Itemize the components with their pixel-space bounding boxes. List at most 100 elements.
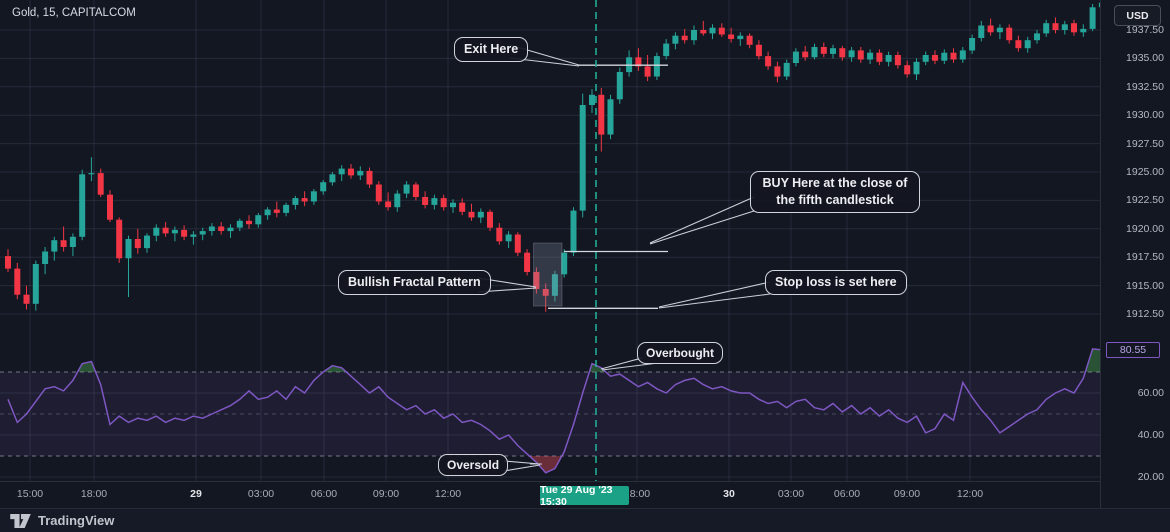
candle — [1071, 19, 1077, 36]
candle — [774, 61, 781, 83]
candle — [524, 249, 531, 276]
time-axis-label: 18:00 — [623, 488, 651, 500]
fractal-highlight-box[interactable] — [533, 242, 563, 307]
price-axis-label: 1920.00 — [1126, 223, 1164, 235]
candlesticks — [5, 2, 1100, 312]
candle — [598, 87, 605, 152]
price-axis-label: 1927.50 — [1126, 138, 1164, 150]
candle — [867, 49, 874, 65]
candle — [107, 190, 113, 222]
candle — [1015, 35, 1022, 52]
candle — [42, 247, 49, 275]
candle — [848, 47, 855, 62]
price-axis-label: 1935.00 — [1126, 52, 1164, 64]
candle — [533, 267, 540, 294]
candle — [959, 47, 966, 63]
grid-lines — [0, 0, 1100, 481]
candle — [468, 203, 475, 221]
price-axis[interactable]: USD 1937.50 1935.00 1932.50 1930.00 1927.50 1… — [1100, 0, 1170, 508]
time-axis-label: 06:00 — [310, 488, 338, 500]
overbought-pointer — [600, 357, 659, 371]
candle — [1052, 17, 1059, 34]
candle — [88, 157, 95, 182]
time-axis[interactable]: 15:00 18:00 29 03:00 06:00 09:00 12:00 18:00 30 0… — [0, 481, 1170, 509]
time-axis-label: 12:00 — [434, 488, 462, 500]
candle — [802, 45, 809, 61]
candle — [635, 48, 642, 71]
candle — [459, 198, 466, 216]
candle — [310, 189, 317, 205]
candle — [32, 260, 39, 311]
oversold-callout[interactable]: Oversold — [438, 454, 509, 477]
candle — [904, 60, 911, 78]
candle — [746, 33, 753, 49]
time-axis-label: 03:00 — [777, 488, 805, 500]
tradingview-brand-text[interactable]: TradingView — [38, 513, 115, 528]
candle — [969, 34, 976, 54]
time-axis-label: 06:00 — [833, 488, 861, 500]
candle — [820, 42, 827, 58]
candle — [765, 51, 772, 70]
candle — [292, 195, 299, 210]
exit-here-callout[interactable]: Exit Here — [454, 37, 529, 62]
candle — [644, 55, 651, 82]
candle — [709, 24, 716, 40]
tradingview-logo-icon[interactable] — [10, 513, 31, 528]
candle — [190, 231, 197, 245]
candle — [366, 167, 373, 188]
candle — [283, 202, 290, 217]
candle — [144, 233, 150, 253]
time-axis-label: 12:00 — [956, 488, 984, 500]
rsi-axis-label: 20.00 — [1137, 471, 1164, 483]
candle — [477, 208, 484, 224]
candle — [348, 164, 354, 179]
candle — [496, 223, 503, 245]
candle — [23, 285, 30, 310]
stop-loss-callout[interactable]: Stop loss is set here — [765, 270, 907, 295]
candle — [996, 24, 1003, 40]
time-axis-label: 03:00 — [247, 488, 275, 500]
candle — [1080, 24, 1087, 37]
candle — [932, 50, 938, 65]
candle — [681, 28, 688, 44]
price-axis-label: 1937.50 — [1126, 24, 1164, 36]
candle — [811, 43, 818, 60]
candle — [941, 49, 948, 65]
candle — [514, 232, 521, 257]
candle — [385, 192, 392, 211]
candle — [208, 223, 215, 236]
candle — [579, 93, 586, 218]
candle — [97, 168, 104, 197]
candle — [626, 50, 633, 77]
candle — [79, 169, 86, 241]
candle — [412, 182, 419, 201]
overbought-callout[interactable]: Overbought — [637, 342, 723, 365]
trade-level-lines[interactable] — [548, 64, 668, 309]
price-axis-label: 1915.00 — [1126, 280, 1164, 292]
buy-pointer — [649, 196, 755, 245]
candle — [487, 209, 493, 232]
stop-pointer — [658, 281, 771, 309]
candle — [422, 191, 429, 209]
candle — [1098, 2, 1100, 8]
candle — [162, 222, 169, 237]
bullish-fractal-callout[interactable]: Bullish Fractal Pattern — [338, 270, 491, 295]
candle — [69, 233, 76, 257]
currency-badge[interactable]: USD — [1114, 5, 1161, 26]
candle — [913, 58, 920, 80]
candle — [830, 44, 836, 59]
price-chart-pane[interactable] — [0, 0, 1100, 481]
price-axis-label: 1912.50 — [1126, 308, 1164, 320]
candle — [394, 190, 401, 212]
candle — [505, 231, 512, 249]
candle — [885, 51, 892, 67]
time-axis-label: 09:00 — [893, 488, 921, 500]
symbol-title[interactable]: Gold, 15, CAPITALCOM — [12, 7, 136, 19]
chart-pane-container: Exit Here BUY Here at the close of the f… — [0, 0, 1100, 481]
rsi-value-badge: 80.55 — [1106, 342, 1160, 358]
candle — [783, 59, 790, 80]
candle — [264, 207, 271, 220]
buy-here-callout[interactable]: BUY Here at the close of the fifth candl… — [750, 171, 920, 213]
crosshair-time-badge: Tue 29 Aug '23 15:30 — [540, 484, 629, 508]
